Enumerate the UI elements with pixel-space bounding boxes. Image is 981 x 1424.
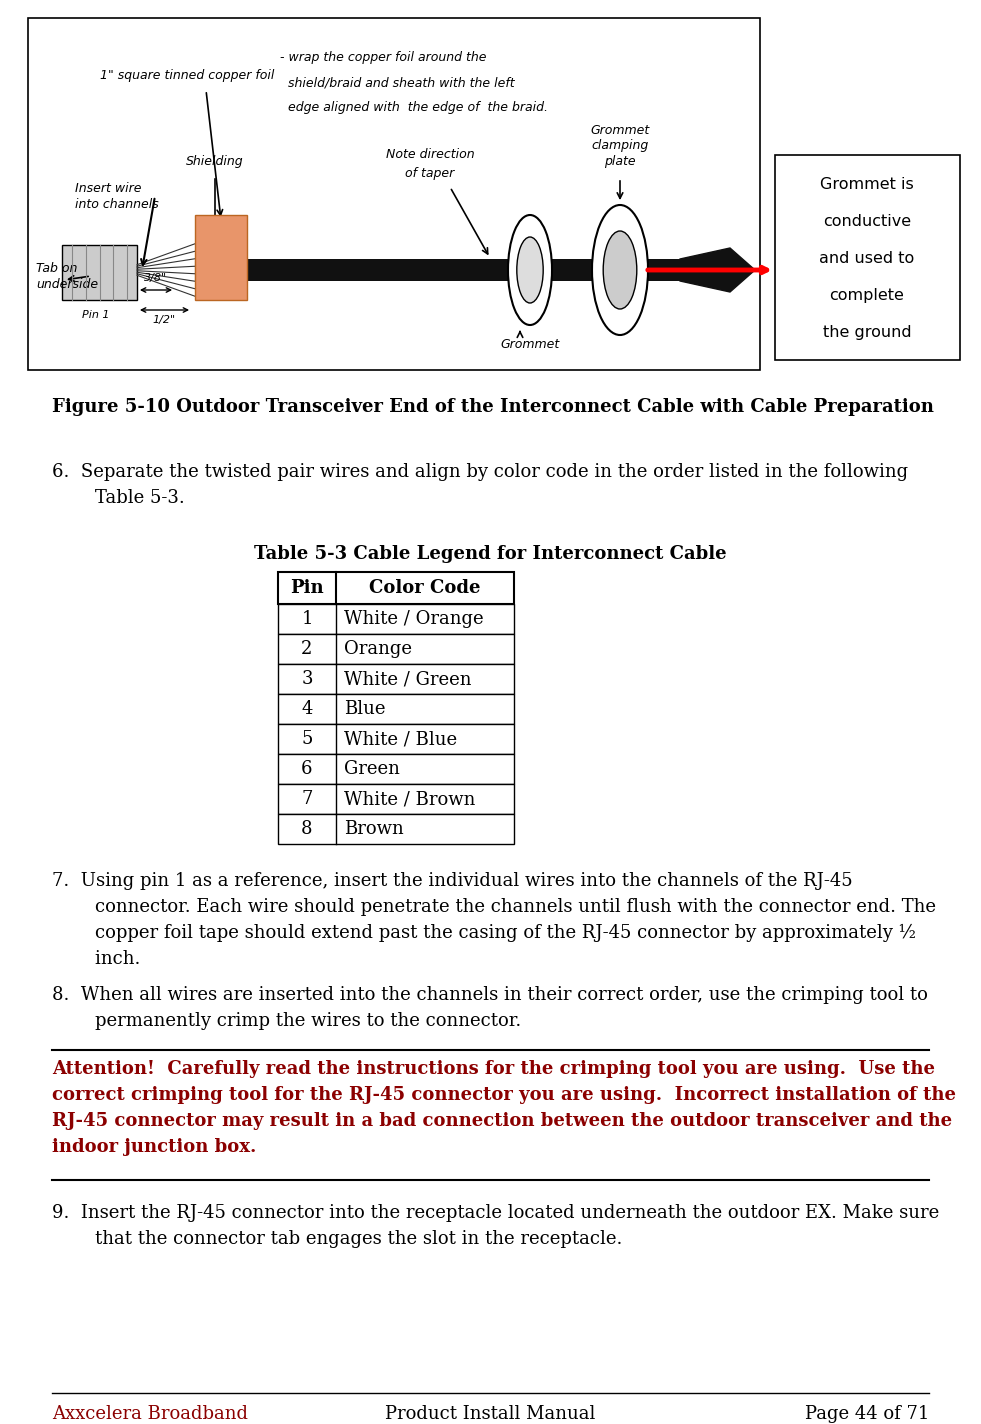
Text: Table 5-3 Cable Legend for Interconnect Cable: Table 5-3 Cable Legend for Interconnect … bbox=[254, 545, 726, 562]
Text: 1" square tinned copper foil: 1" square tinned copper foil bbox=[100, 68, 275, 81]
Text: Blue: Blue bbox=[344, 701, 386, 718]
Bar bbox=[278, 693, 514, 723]
Text: indoor junction box.: indoor junction box. bbox=[52, 1138, 256, 1156]
Text: Shielding: Shielding bbox=[186, 155, 244, 168]
Text: of taper: of taper bbox=[405, 167, 454, 179]
Text: Product Install Manual: Product Install Manual bbox=[385, 1405, 595, 1423]
Text: Color Code: Color Code bbox=[369, 580, 481, 597]
Text: - wrap the copper foil around the: - wrap the copper foil around the bbox=[280, 51, 487, 64]
Text: conductive: conductive bbox=[823, 214, 911, 229]
Bar bbox=[62, 245, 137, 300]
Text: correct crimping tool for the RJ-45 connector you are using.  Incorrect installa: correct crimping tool for the RJ-45 conn… bbox=[52, 1087, 956, 1104]
Text: underside: underside bbox=[36, 278, 98, 290]
Bar bbox=[278, 634, 514, 664]
Bar bbox=[278, 604, 514, 634]
Bar bbox=[195, 261, 225, 281]
Text: 1: 1 bbox=[301, 609, 313, 628]
Text: Figure 5-10 Outdoor Transceiver End of the Interconnect Cable with Cable Prepara: Figure 5-10 Outdoor Transceiver End of t… bbox=[52, 397, 934, 416]
Text: 6.  Separate the twisted pair wires and align by color code in the order listed : 6. Separate the twisted pair wires and a… bbox=[52, 463, 908, 481]
Ellipse shape bbox=[592, 205, 648, 335]
Text: Table 5-3.: Table 5-3. bbox=[72, 488, 184, 507]
Text: the ground: the ground bbox=[823, 325, 911, 340]
Text: connector. Each wire should penetrate the channels until flush with the connecto: connector. Each wire should penetrate th… bbox=[72, 899, 936, 916]
Ellipse shape bbox=[603, 231, 637, 309]
Text: White / Blue: White / Blue bbox=[344, 731, 457, 748]
Text: 6: 6 bbox=[301, 760, 313, 778]
Text: Pin: Pin bbox=[290, 580, 324, 597]
Polygon shape bbox=[680, 248, 755, 292]
Bar bbox=[278, 785, 514, 815]
Text: White / Green: White / Green bbox=[344, 671, 472, 688]
Text: 1/2": 1/2" bbox=[153, 315, 176, 325]
Text: RJ-45 connector may result in a bad connection between the outdoor transceiver a: RJ-45 connector may result in a bad conn… bbox=[52, 1112, 953, 1131]
Text: Note direction: Note direction bbox=[386, 148, 474, 161]
Text: Pin 1: Pin 1 bbox=[82, 310, 110, 320]
Text: White / Brown: White / Brown bbox=[344, 790, 476, 807]
Text: Page 44 of 71: Page 44 of 71 bbox=[804, 1405, 929, 1423]
Text: clamping: clamping bbox=[592, 140, 648, 152]
Text: complete: complete bbox=[830, 288, 904, 303]
Text: Tab on: Tab on bbox=[36, 262, 77, 275]
Text: Brown: Brown bbox=[344, 820, 404, 837]
Bar bbox=[278, 753, 514, 785]
Text: Insert wire: Insert wire bbox=[75, 181, 141, 195]
Text: edge aligned with  the edge of  the braid.: edge aligned with the edge of the braid. bbox=[280, 101, 548, 114]
Text: 7.  Using pin 1 as a reference, insert the individual wires into the channels of: 7. Using pin 1 as a reference, insert th… bbox=[52, 871, 852, 890]
Text: copper foil tape should extend past the casing of the RJ-45 connector by approxi: copper foil tape should extend past the … bbox=[72, 924, 916, 943]
Text: permanently crimp the wires to the connector.: permanently crimp the wires to the conne… bbox=[72, 1012, 521, 1030]
Text: Green: Green bbox=[344, 760, 400, 778]
Bar bbox=[278, 664, 514, 693]
Text: 2: 2 bbox=[301, 639, 313, 658]
Text: Attention!  Carefully read the instructions for the crimping tool you are using.: Attention! Carefully read the instructio… bbox=[52, 1059, 935, 1078]
Text: Grommet: Grommet bbox=[591, 124, 649, 137]
Ellipse shape bbox=[517, 236, 543, 303]
Text: 4: 4 bbox=[301, 701, 313, 718]
Text: 3: 3 bbox=[301, 671, 313, 688]
Text: Axxcelera Broadband: Axxcelera Broadband bbox=[52, 1405, 248, 1423]
Text: inch.: inch. bbox=[72, 950, 140, 968]
Text: 7: 7 bbox=[301, 790, 313, 807]
Bar bbox=[775, 155, 960, 360]
Text: 3/8": 3/8" bbox=[144, 273, 168, 283]
Text: Grommet is: Grommet is bbox=[820, 177, 914, 192]
Text: and used to: and used to bbox=[819, 251, 914, 266]
Bar bbox=[278, 815, 514, 844]
Bar bbox=[278, 723, 514, 753]
Ellipse shape bbox=[508, 215, 552, 325]
Text: Grommet: Grommet bbox=[500, 339, 559, 352]
Bar bbox=[28, 19, 760, 370]
Text: shield/braid and sheath with the left: shield/braid and sheath with the left bbox=[280, 77, 515, 90]
Text: plate: plate bbox=[604, 155, 636, 168]
Bar bbox=[225, 259, 680, 281]
Text: White / Orange: White / Orange bbox=[344, 609, 484, 628]
Text: Orange: Orange bbox=[344, 639, 412, 658]
Text: 9.  Insert the RJ-45 connector into the receptacle located underneath the outdoo: 9. Insert the RJ-45 connector into the r… bbox=[52, 1205, 939, 1222]
Text: 8.  When all wires are inserted into the channels in their correct order, use th: 8. When all wires are inserted into the … bbox=[52, 985, 928, 1004]
Text: 8: 8 bbox=[301, 820, 313, 837]
Text: that the connector tab engages the slot in the receptacle.: that the connector tab engages the slot … bbox=[72, 1230, 622, 1247]
Bar bbox=[195, 215, 247, 300]
Text: into channels: into channels bbox=[75, 198, 159, 211]
Bar bbox=[278, 572, 514, 604]
Text: 5: 5 bbox=[301, 731, 313, 748]
